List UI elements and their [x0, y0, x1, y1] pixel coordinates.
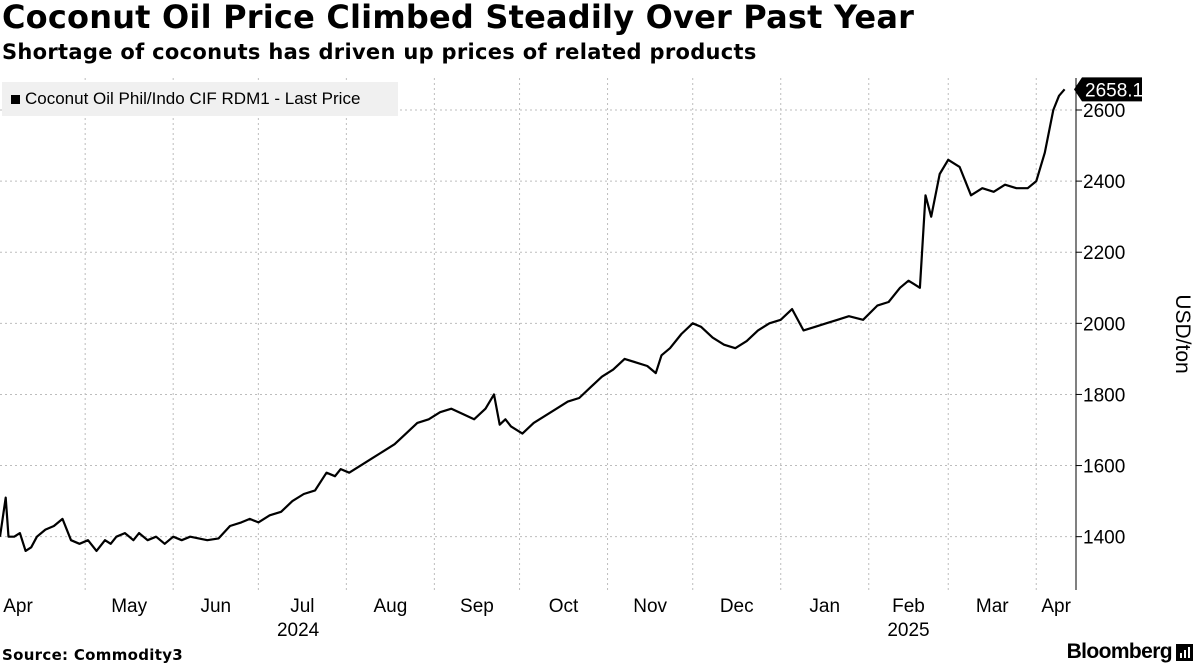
x-tick-label: Dec [720, 596, 754, 617]
x-year-label: 2025 [887, 620, 929, 641]
x-tick-label: Jan [809, 596, 840, 617]
x-axis: Apr May Jun Jul Aug Sep Oct Nov Dec Jan Feb Mar Apr 2… [3, 596, 1071, 641]
series-layer [0, 88, 1066, 553]
y-tick-label: 1400 [1083, 528, 1125, 549]
x-tick-label: Apr [1041, 596, 1071, 617]
y-tick-label: 2400 [1083, 172, 1125, 193]
y-tick-label: 1800 [1083, 385, 1125, 406]
x-year-label: 2024 [277, 620, 320, 641]
y-tick-label: 2200 [1083, 243, 1125, 264]
chart-subtitle: Shortage of coconuts has driven up price… [2, 40, 757, 64]
y-tick-label: 2000 [1083, 314, 1125, 335]
x-tick-label: May [111, 596, 147, 617]
x-tick-label: Mar [976, 596, 1009, 617]
y-axis-title: USD/ton [1171, 294, 1194, 373]
x-tick-label: Feb [892, 596, 925, 617]
brand-name: Bloomberg [1066, 640, 1173, 663]
y-tick-label: 2600 [1083, 101, 1125, 122]
x-tick-label: Nov [633, 596, 667, 617]
x-tick-label: Jul [290, 596, 314, 617]
legend-swatch [11, 94, 20, 104]
chart-title: Coconut Oil Price Climbed Steadily Over … [2, 0, 915, 36]
terminal-icon [1176, 643, 1193, 661]
last-value-badge [1074, 77, 1142, 102]
last-value-label: 2658.12 [1074, 77, 1154, 102]
grid-lines [0, 78, 1076, 590]
x-tick-label: Sep [460, 596, 494, 617]
source-note: Source: Commodity3 [2, 646, 184, 664]
y-tick-label: 1600 [1083, 457, 1125, 478]
y-axis: 1400 1600 1800 2000 2200 2400 2600 USD/ton [1075, 78, 1194, 590]
legend-label: Coconut Oil Phil/Indo CIF RDM1 - Last Pr… [25, 89, 361, 108]
x-tick-label: Apr [3, 596, 33, 617]
x-tick-label: Oct [549, 596, 579, 617]
x-tick-label: Aug [373, 596, 407, 617]
price-line [0, 88, 1066, 553]
x-tick-label: Jun [200, 596, 231, 617]
brand-logo: Bloomberg [1067, 640, 1193, 664]
legend: Coconut Oil Phil/Indo CIF RDM1 - Last Pr… [2, 82, 398, 116]
last-value-text: 2658.12 [1085, 80, 1154, 101]
